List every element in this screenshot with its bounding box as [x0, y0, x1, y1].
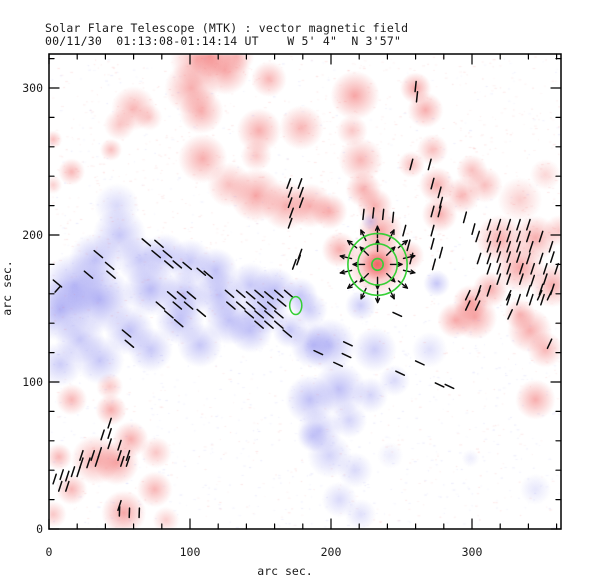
- x-tick-label: 300: [462, 545, 483, 559]
- y-axis-label: arc sec.: [0, 260, 14, 316]
- x-tick-label: 0: [46, 545, 53, 559]
- x-axis-label: arc sec.: [257, 564, 313, 578]
- y-tick-label: 300: [22, 81, 43, 95]
- x-tick-label: 100: [180, 545, 201, 559]
- x-tick-label: 200: [321, 545, 342, 559]
- y-tick-label: 100: [22, 375, 43, 389]
- y-tick-label: 0: [36, 522, 43, 536]
- y-tick-label: 200: [22, 228, 43, 242]
